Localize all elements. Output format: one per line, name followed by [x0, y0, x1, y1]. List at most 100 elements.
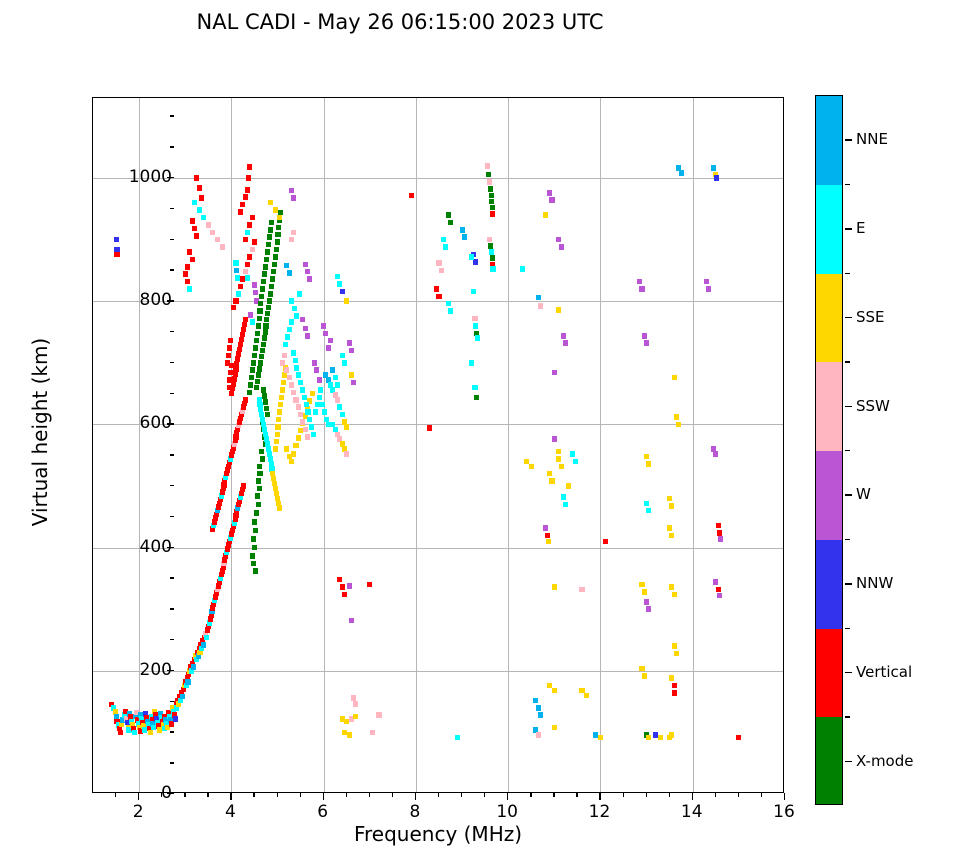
data-point [274, 239, 280, 245]
data-point [208, 612, 214, 619]
data-point [674, 414, 680, 420]
data-point [189, 256, 195, 263]
data-point [235, 291, 241, 297]
data-point [348, 617, 354, 624]
data-point [265, 241, 271, 248]
data-point [247, 389, 253, 396]
data-point [159, 718, 165, 725]
data-point [259, 293, 265, 300]
data-point [229, 385, 235, 392]
data-point [114, 246, 120, 253]
data-point [657, 734, 663, 741]
data-point [188, 664, 194, 670]
data-point [736, 734, 742, 741]
x-axis-tick-label: 8 [409, 802, 421, 822]
data-point [266, 304, 272, 311]
data-point [334, 397, 341, 403]
data-point [524, 458, 530, 465]
x-axis-minor-tick [368, 793, 371, 797]
data-point [263, 436, 269, 442]
data-point [337, 281, 343, 287]
data-point [272, 254, 278, 260]
data-point [272, 207, 278, 213]
data-point [322, 409, 328, 415]
data-point [233, 512, 239, 519]
data-point [257, 360, 263, 366]
data-point [563, 340, 569, 346]
x-axis-minor-tick [668, 793, 670, 797]
data-point [178, 697, 184, 704]
data-point [230, 523, 236, 530]
data-point [346, 732, 352, 738]
data-point [286, 270, 293, 276]
gridline-horizontal [93, 670, 783, 672]
data-point [238, 415, 244, 422]
data-point [145, 722, 151, 728]
data-point [233, 298, 239, 305]
data-point [108, 701, 114, 708]
y-axis-tick-label: 0 [161, 783, 172, 803]
data-point [152, 708, 158, 715]
data-point [274, 431, 280, 438]
colorbar-boundary-tick [845, 450, 850, 452]
data-point [193, 656, 199, 663]
data-point [117, 725, 123, 732]
data-point [288, 458, 294, 465]
data-point [262, 271, 268, 277]
x-axis-minor-tick [760, 793, 763, 797]
data-point [325, 377, 331, 383]
data-point [436, 260, 442, 266]
y-axis-minor-tick [170, 762, 174, 764]
data-point [646, 606, 652, 612]
data-point [332, 392, 338, 398]
colorbar-segment-sse [816, 273, 842, 363]
data-point [247, 164, 253, 170]
data-point [229, 448, 235, 455]
data-point [341, 419, 347, 425]
y-axis-minor-tick [170, 577, 174, 579]
data-point [556, 448, 562, 455]
data-point [671, 682, 677, 689]
data-point [215, 507, 221, 514]
data-point [210, 526, 216, 532]
data-point [346, 340, 352, 346]
data-point [249, 319, 255, 325]
data-point [122, 708, 128, 715]
data-point [220, 485, 226, 492]
data-point [484, 162, 490, 169]
data-point [131, 729, 138, 736]
x-axis-tick-label: 14 [680, 802, 703, 822]
data-point [547, 682, 553, 689]
data-point [584, 692, 590, 699]
data-point [275, 500, 281, 507]
data-point [258, 300, 264, 307]
data-point [111, 704, 117, 711]
data-point [238, 209, 244, 215]
y-axis-minor-tick [170, 331, 174, 333]
data-point [169, 704, 175, 711]
data-point [235, 505, 241, 511]
gridline-horizontal [93, 547, 783, 549]
data-point [273, 485, 279, 492]
data-point [256, 372, 262, 378]
data-point [144, 718, 150, 725]
data-point [716, 530, 723, 536]
data-point [137, 728, 143, 734]
data-point [644, 453, 650, 460]
data-point [602, 538, 608, 545]
data-point [147, 729, 153, 736]
data-point [323, 416, 329, 423]
data-point [286, 374, 292, 381]
data-point [238, 494, 244, 500]
data-point [251, 352, 257, 359]
y-axis-tick-label: 200 [139, 659, 172, 680]
data-point [176, 701, 182, 707]
data-point [344, 718, 350, 725]
data-point [155, 723, 162, 729]
data-point [156, 727, 162, 733]
data-point [198, 642, 204, 648]
data-point [535, 704, 541, 711]
data-point [320, 401, 326, 408]
data-point [563, 501, 569, 508]
data-point [241, 400, 247, 407]
